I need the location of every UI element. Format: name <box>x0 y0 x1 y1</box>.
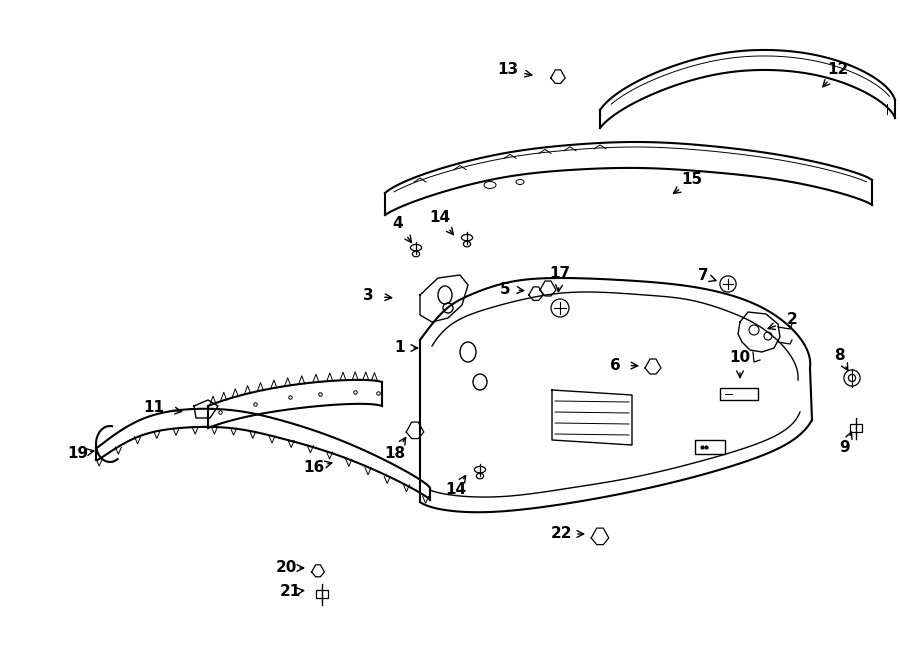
Text: 13: 13 <box>498 63 518 77</box>
Text: 2: 2 <box>787 313 797 327</box>
Text: 16: 16 <box>303 459 325 475</box>
Text: 20: 20 <box>275 561 297 576</box>
Text: 12: 12 <box>827 63 849 77</box>
Text: 4: 4 <box>392 217 403 231</box>
Text: 7: 7 <box>698 268 708 284</box>
Text: 11: 11 <box>143 401 165 416</box>
Text: 17: 17 <box>549 266 571 282</box>
Text: 15: 15 <box>681 173 703 188</box>
Text: 3: 3 <box>363 288 374 303</box>
Text: 14: 14 <box>446 483 466 498</box>
Text: 22: 22 <box>551 527 572 541</box>
Bar <box>850 424 861 432</box>
Text: 10: 10 <box>729 350 751 366</box>
Text: 14: 14 <box>429 210 451 225</box>
Bar <box>695 440 725 454</box>
Text: 18: 18 <box>384 446 406 461</box>
Text: 6: 6 <box>609 358 620 373</box>
Text: 5: 5 <box>500 282 510 297</box>
Bar <box>720 388 758 400</box>
Bar <box>317 590 328 598</box>
Text: 8: 8 <box>833 348 844 362</box>
Text: 9: 9 <box>840 440 850 455</box>
Text: 19: 19 <box>68 446 88 461</box>
Text: 21: 21 <box>279 584 301 600</box>
Text: 1: 1 <box>395 340 405 356</box>
